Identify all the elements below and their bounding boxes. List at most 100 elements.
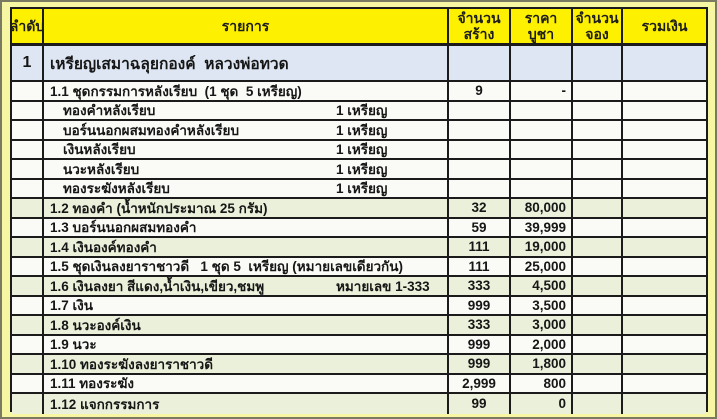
quantity-reserved-cell xyxy=(573,160,623,178)
quantity-reserved-cell xyxy=(573,82,623,100)
row-number-cell xyxy=(12,121,44,139)
quantity-made-cell: 333 xyxy=(449,316,511,334)
table-row: 1.5 ชุดเงินลงยาราชาวดี 1 ชุด 5 เหรียญ (ห… xyxy=(12,257,706,277)
quantity-reserved-cell xyxy=(573,257,623,275)
header-quantity-reserved-line1: จำนวน xyxy=(575,10,619,26)
total-cell xyxy=(623,355,706,373)
header-no: ลำดับ xyxy=(12,9,44,43)
total-cell xyxy=(623,199,706,217)
table-row: 1.10 ทองระฆังลงยาราชาวดี 999 1,800 xyxy=(12,355,706,375)
item-label: 1.2 ทองคำ (น้ำหนักประมาณ 25 กรัม) xyxy=(50,200,268,216)
item-label: 1.4 เงินองค์ทองคำ xyxy=(50,239,157,255)
quantity-reserved-cell xyxy=(573,355,623,373)
price-cell: 25,000 xyxy=(511,257,573,275)
price-cell: 3,500 xyxy=(511,296,573,314)
price-cell: 0 xyxy=(511,394,573,414)
quantity-made-cell: 2,999 xyxy=(449,374,511,392)
item-label: 1.8 นวะองค์เงิน xyxy=(50,317,141,333)
quantity-reserved-cell xyxy=(573,296,623,314)
table-row: 1.7 เงิน 999 3,500 xyxy=(12,296,706,316)
item-label: เงินหลังเรียบ xyxy=(63,142,136,158)
quantity-made-cell: 9 xyxy=(449,82,511,100)
total-cell xyxy=(623,218,706,236)
quantity-reserved-cell xyxy=(573,101,623,119)
price-cell: 800 xyxy=(511,374,573,392)
header-total: รวมเงิน xyxy=(623,9,706,43)
quantity-made-cell xyxy=(449,121,511,139)
item-cell: 1.3 บอร์นนอกผสมทองคำ xyxy=(44,218,449,236)
table-row: ทองคำหลังเรียบ 1 เหรียญ xyxy=(12,101,706,121)
price-cell: 2,000 xyxy=(511,335,573,353)
quantity-reserved-cell xyxy=(573,394,623,414)
quantity-made-cell: 32 xyxy=(449,199,511,217)
row-number-cell xyxy=(12,101,44,119)
table-row: 1.9 นวะ 999 2,000 xyxy=(12,335,706,355)
item-label: 1.11 ทองระฆัง xyxy=(50,376,134,392)
item-cell: 1.1 ชุดกรรมการหลังเรียบ (1 ชุด 5 เหรียญ) xyxy=(44,82,449,100)
row-number-cell xyxy=(12,355,44,373)
header-quantity-made-line1: จำนวน xyxy=(457,10,501,26)
item-quantity-label: 1 เหรียญ xyxy=(336,161,388,177)
item-label: 1.3 บอร์นนอกผสมทองคำ xyxy=(50,220,197,236)
total-cell xyxy=(623,121,706,139)
item-cell: ทองคำหลังเรียบ 1 เหรียญ xyxy=(44,101,449,119)
row-number-cell xyxy=(12,218,44,236)
table-row: นวะหลังเรียบ 1 เหรียญ xyxy=(12,160,706,180)
header-quantity-reserved: จำนวน จอง xyxy=(573,9,623,43)
table-row: บอร์นนอกผสมทองคำหลังเรียบ 1 เหรียญ xyxy=(12,121,706,141)
item-label: 1.9 นวะ xyxy=(50,337,97,353)
item-label: 1.6 เงินลงยา สีแดง,น้ำเงิน,เขียว,ชมพู xyxy=(50,278,265,294)
quantity-made-cell: 333 xyxy=(449,277,511,295)
row-number-cell xyxy=(12,335,44,353)
item-cell: บอร์นนอกผสมทองคำหลังเรียบ 1 เหรียญ xyxy=(44,121,449,139)
price-cell: 4,500 xyxy=(511,277,573,295)
section-row: 1 เหรียญเสมาฉลุยกองค์ หลวงพ่อทวด xyxy=(12,46,706,82)
item-label: 1.12 แจกกรรมการ xyxy=(50,396,160,412)
total-cell xyxy=(623,296,706,314)
item-label: ทองคำหลังเรียบ xyxy=(63,103,156,119)
quantity-reserved-cell xyxy=(573,218,623,236)
item-cell: ทองระฆังหลังเรียบ 1 เหรียญ xyxy=(44,179,449,197)
quantity-made-cell: 59 xyxy=(449,218,511,236)
total-cell xyxy=(623,238,706,256)
item-label: 1.10 ทองระฆังลงยาราชาวดี xyxy=(50,356,214,372)
price-cell xyxy=(511,140,573,158)
price-cell: 1,800 xyxy=(511,355,573,373)
header-item: รายการ xyxy=(44,9,449,43)
item-cell: 1.8 นวะองค์เงิน xyxy=(44,316,449,334)
quantity-made-cell xyxy=(449,160,511,178)
header-price: ราคา บูชา xyxy=(511,9,573,43)
header-total-label: รวมเงิน xyxy=(641,18,688,34)
total-cell xyxy=(623,257,706,275)
price-cell: - xyxy=(511,82,573,100)
quantity-reserved-cell xyxy=(573,179,623,197)
header-quantity-made: จำนวน สร้าง xyxy=(449,9,511,43)
item-cell: เงินหลังเรียบ 1 เหรียญ xyxy=(44,140,449,158)
row-number-cell xyxy=(12,199,44,217)
item-cell: 1.12 แจกกรรมการ xyxy=(44,394,449,414)
header-no-label: ลำดับ xyxy=(12,18,44,34)
table-row: 1.11 ทองระฆัง 2,999 800 xyxy=(12,374,706,394)
section-total-cell xyxy=(623,46,706,80)
quantity-made-cell: 99 xyxy=(449,394,511,414)
quantity-reserved-cell xyxy=(573,277,623,295)
item-cell: 1.6 เงินลงยา สีแดง,น้ำเงิน,เขียว,ชมพู หม… xyxy=(44,277,449,295)
table-row: ทองระฆังหลังเรียบ 1 เหรียญ xyxy=(12,179,706,199)
item-label: 1.1 ชุดกรรมการหลังเรียบ (1 ชุด 5 เหรียญ) xyxy=(50,83,302,99)
quantity-reserved-cell xyxy=(573,140,623,158)
total-cell xyxy=(623,82,706,100)
row-number-cell xyxy=(12,394,44,414)
section-price-cell xyxy=(511,46,573,80)
header-price-line1: ราคา xyxy=(524,10,558,26)
item-label: ทองระฆังหลังเรียบ xyxy=(63,181,170,197)
header-item-label: รายการ xyxy=(221,18,270,34)
table-row: เงินหลังเรียบ 1 เหรียญ xyxy=(12,140,706,160)
price-cell xyxy=(511,101,573,119)
total-cell xyxy=(623,277,706,295)
quantity-made-cell xyxy=(449,101,511,119)
item-cell: 1.4 เงินองค์ทองคำ xyxy=(44,238,449,256)
quantity-made-cell: 999 xyxy=(449,335,511,353)
section-reserved-cell xyxy=(573,46,623,80)
row-number-cell xyxy=(12,257,44,275)
